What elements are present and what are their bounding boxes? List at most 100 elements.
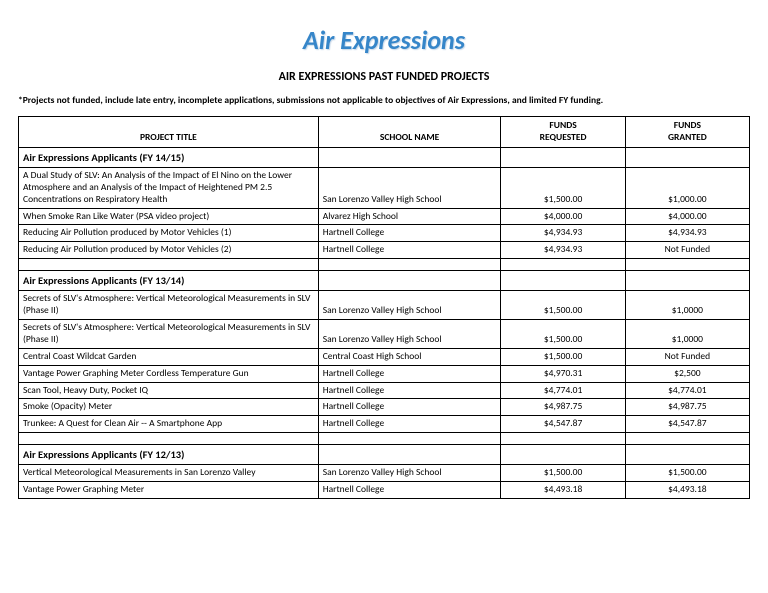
empty-cell	[318, 147, 501, 167]
cell-project: When Smoke Ran Like Water (PSA video pro…	[19, 208, 319, 225]
cell-school: Hartnell College	[318, 365, 501, 382]
table-row: Reducing Air Pollution produced by Motor…	[19, 225, 750, 242]
blank-row	[19, 259, 750, 271]
cell-project: Reducing Air Pollution produced by Motor…	[19, 242, 319, 259]
cell-requested: $4,000.00	[501, 208, 625, 225]
cell-requested: $4,493.18	[501, 482, 625, 499]
table-row: Smoke (Opacity) MeterHartnell College$4,…	[19, 399, 750, 416]
cell-granted: Not Funded	[625, 348, 749, 365]
empty-cell	[625, 271, 749, 291]
cell-project: Secrets of SLV's Atmosphere: Vertical Me…	[19, 320, 319, 349]
table-row: Vantage Power Graphing Meter Cordless Te…	[19, 365, 750, 382]
cell-school: Central Coast High School	[318, 348, 501, 365]
section-heading: Air Expressions Applicants (FY 14/15)	[19, 147, 319, 167]
cell-granted: $2,500	[625, 365, 749, 382]
col-requested-l2: REQUESTED	[505, 132, 620, 144]
empty-cell	[625, 445, 749, 465]
projects-table: PROJECT TITLE SCHOOL NAME FUNDS REQUESTE…	[18, 116, 750, 499]
cell-project: Vantage Power Graphing Meter Cordless Te…	[19, 365, 319, 382]
cell-granted: $1,000.00	[625, 167, 749, 208]
col-granted-l2: GRANTED	[630, 132, 745, 144]
section-heading: Air Expressions Applicants (FY 12/13)	[19, 445, 319, 465]
cell-project: Reducing Air Pollution produced by Motor…	[19, 225, 319, 242]
funding-note: *Projects not funded, include late entry…	[18, 94, 750, 106]
cell-project: Smoke (Opacity) Meter	[19, 399, 319, 416]
col-granted: FUNDS GRANTED	[625, 117, 749, 148]
cell-requested: $4,970.31	[501, 365, 625, 382]
section-heading-row: Air Expressions Applicants (FY 12/13)	[19, 445, 750, 465]
empty-cell	[19, 259, 319, 271]
cell-granted: $4,987.75	[625, 399, 749, 416]
empty-cell	[625, 259, 749, 271]
empty-cell	[318, 433, 501, 445]
table-row: Central Coast Wildcat GardenCentral Coas…	[19, 348, 750, 365]
table-row: A Dual Study of SLV: An Analysis of the …	[19, 167, 750, 208]
cell-project: Vantage Power Graphing Meter	[19, 482, 319, 499]
cell-project: A Dual Study of SLV: An Analysis of the …	[19, 167, 319, 208]
empty-cell	[19, 433, 319, 445]
table-row: Vantage Power Graphing MeterHartnell Col…	[19, 482, 750, 499]
cell-requested: $4,987.75	[501, 399, 625, 416]
page-title: Air Expressions	[18, 24, 750, 56]
blank-row	[19, 433, 750, 445]
empty-cell	[625, 147, 749, 167]
cell-school: Hartnell College	[318, 399, 501, 416]
empty-cell	[501, 445, 625, 465]
table-row: Scan Tool, Heavy Duty, Pocket IQHartnell…	[19, 382, 750, 399]
empty-cell	[501, 433, 625, 445]
col-school: SCHOOL NAME	[318, 117, 501, 148]
cell-project: Trunkee: A Quest for Clean Air -- A Smar…	[19, 416, 319, 433]
cell-school: Hartnell College	[318, 416, 501, 433]
section-heading-row: Air Expressions Applicants (FY 13/14)	[19, 271, 750, 291]
page-subtitle: AIR EXPRESSIONS PAST FUNDED PROJECTS	[18, 70, 750, 84]
cell-granted: $4,774.01	[625, 382, 749, 399]
cell-requested: $4,547.87	[501, 416, 625, 433]
table-row: Reducing Air Pollution produced by Motor…	[19, 242, 750, 259]
cell-project: Central Coast Wildcat Garden	[19, 348, 319, 365]
cell-requested: $1,500.00	[501, 320, 625, 349]
cell-project: Vertical Meteorological Measurements in …	[19, 465, 319, 482]
cell-granted: $4,493.18	[625, 482, 749, 499]
cell-requested: $4,934.93	[501, 242, 625, 259]
section-heading-row: Air Expressions Applicants (FY 14/15)	[19, 147, 750, 167]
cell-school: San Lorenzo Valley High School	[318, 167, 501, 208]
section-heading: Air Expressions Applicants (FY 13/14)	[19, 271, 319, 291]
empty-cell	[318, 271, 501, 291]
table-row: Secrets of SLV's Atmosphere: Vertical Me…	[19, 291, 750, 320]
cell-requested: $1,500.00	[501, 167, 625, 208]
empty-cell	[318, 445, 501, 465]
cell-granted: $4,934.93	[625, 225, 749, 242]
cell-school: Hartnell College	[318, 242, 501, 259]
cell-granted: $1,0000	[625, 291, 749, 320]
cell-school: San Lorenzo Valley High School	[318, 465, 501, 482]
cell-school: San Lorenzo Valley High School	[318, 291, 501, 320]
cell-school: San Lorenzo Valley High School	[318, 320, 501, 349]
table-row: When Smoke Ran Like Water (PSA video pro…	[19, 208, 750, 225]
cell-requested: $1,500.00	[501, 465, 625, 482]
cell-granted: $1,0000	[625, 320, 749, 349]
col-project: PROJECT TITLE	[19, 117, 319, 148]
cell-granted: $4,547.87	[625, 416, 749, 433]
empty-cell	[625, 433, 749, 445]
cell-school: Hartnell College	[318, 225, 501, 242]
cell-project: Secrets of SLV's Atmosphere: Vertical Me…	[19, 291, 319, 320]
cell-requested: $4,934.93	[501, 225, 625, 242]
cell-requested: $1,500.00	[501, 291, 625, 320]
empty-cell	[318, 259, 501, 271]
cell-granted: $1,500.00	[625, 465, 749, 482]
table-row: Secrets of SLV's Atmosphere: Vertical Me…	[19, 320, 750, 349]
col-requested: FUNDS REQUESTED	[501, 117, 625, 148]
empty-cell	[501, 259, 625, 271]
cell-school: Hartnell College	[318, 482, 501, 499]
empty-cell	[501, 271, 625, 291]
cell-school: Alvarez High School	[318, 208, 501, 225]
cell-granted: $4,000.00	[625, 208, 749, 225]
cell-school: Hartnell College	[318, 382, 501, 399]
table-row: Vertical Meteorological Measurements in …	[19, 465, 750, 482]
table-row: Trunkee: A Quest for Clean Air -- A Smar…	[19, 416, 750, 433]
cell-granted: Not Funded	[625, 242, 749, 259]
cell-project: Scan Tool, Heavy Duty, Pocket IQ	[19, 382, 319, 399]
cell-requested: $1,500.00	[501, 348, 625, 365]
empty-cell	[501, 147, 625, 167]
table-header-row: PROJECT TITLE SCHOOL NAME FUNDS REQUESTE…	[19, 117, 750, 148]
